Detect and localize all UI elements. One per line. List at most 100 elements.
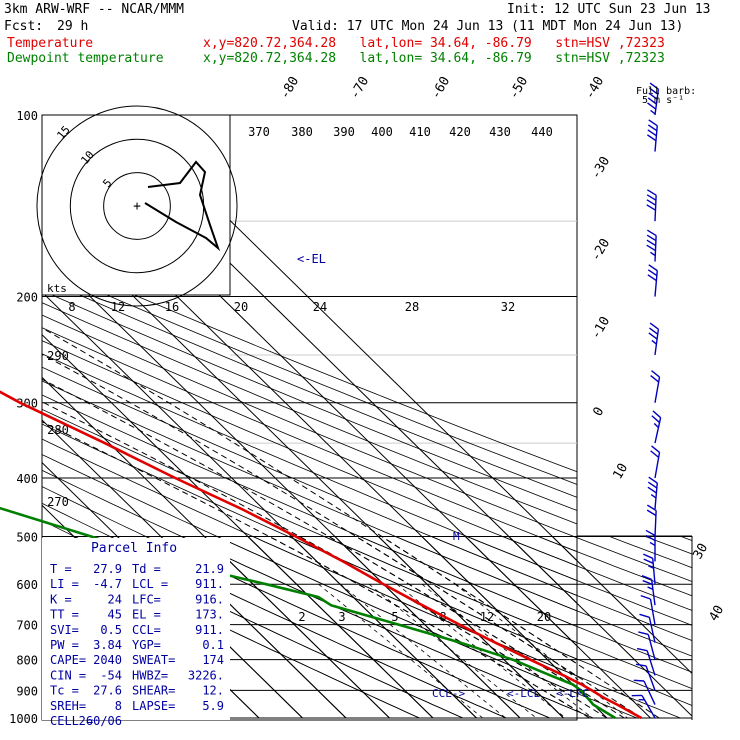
parcel-info-key: CELL =	[50, 714, 93, 728]
wind-barb-flag	[631, 694, 643, 697]
moist-adiabat-label: 32	[501, 300, 515, 314]
isotherm-label: -10	[588, 314, 613, 342]
parcel-info-value: 260/06	[79, 714, 122, 728]
theta-label: 290	[47, 349, 69, 363]
isotherm-label: 40	[706, 603, 727, 624]
hodograph-ring	[103, 172, 171, 240]
pressure-label: 300	[16, 397, 38, 411]
parcel-info-key: Tc =	[50, 684, 79, 698]
dry-adiabat-label: 370	[248, 125, 270, 139]
wind-barb-flag	[652, 410, 662, 419]
isotherm-label: -20	[588, 236, 613, 264]
mixing-ratio-line	[421, 583, 593, 719]
dry-adiabat-line	[215, 536, 637, 719]
parcel-info-value: 911.	[195, 577, 224, 591]
hodograph-unit-label: kts	[47, 282, 67, 295]
wind-barb-flag	[649, 87, 659, 95]
dry-adiabat-label: 380	[291, 125, 313, 139]
wind-barb-flag	[646, 234, 657, 242]
dry-adiabat-line	[42, 266, 577, 485]
parcel-info-value: 173.	[195, 608, 224, 622]
dry-adiabat-label: 440	[531, 125, 553, 139]
dry-adiabat-line	[393, 536, 692, 657]
wind-barb	[650, 445, 661, 479]
temperature-profile-line	[0, 390, 643, 720]
wind-barb-flag	[646, 244, 656, 252]
parcel-info-value: 174	[202, 653, 224, 667]
isotherm-line	[420, 536, 608, 719]
wind-barb-flag	[647, 486, 657, 494]
wind-barb-flag	[648, 332, 658, 340]
wind-barb-flag	[648, 92, 658, 100]
pressure-label: 400	[16, 472, 38, 486]
pressure-label: 500	[16, 530, 38, 544]
wind-barb	[639, 613, 656, 643]
wind-barb-staff	[645, 665, 656, 691]
wind-barb-flag	[643, 558, 654, 564]
wind-barb	[648, 322, 660, 356]
dry-adiabat-line	[357, 536, 692, 673]
parcel-info-value: 3.84	[93, 638, 122, 652]
parcel-info-value: -4.7	[93, 577, 122, 591]
wind-barb-flag	[647, 129, 657, 137]
isotherm-label: -70	[347, 74, 372, 102]
location-info-temperature: x,y=820.72,364.28 lat,lon= 34.64, -86.79…	[203, 36, 665, 51]
dry-adiabat-line	[179, 536, 594, 719]
parcel-info-key: YGP=	[132, 638, 161, 652]
parcel-info-key: LI =	[50, 577, 79, 591]
isotherm-label: 30	[690, 541, 711, 562]
dry-adiabat-line	[571, 536, 692, 582]
wind-barb-flag	[646, 204, 656, 211]
wind-barb-flag	[646, 189, 657, 196]
isotherm-line	[246, 536, 434, 719]
isotherm-line	[464, 536, 651, 719]
wind-barb-staff	[648, 617, 656, 643]
parcel-info-key: CCL=	[132, 623, 161, 637]
dry-adiabat-line	[250, 536, 681, 719]
parcel-info-key: EL =	[132, 608, 161, 622]
wind-barb-flag	[649, 322, 659, 330]
wind-barb-flag	[642, 579, 653, 586]
hodograph-trace	[144, 160, 221, 252]
dry-adiabat-line	[42, 278, 577, 498]
wind-barb-flag	[648, 119, 658, 127]
wind-barb-flag	[647, 97, 657, 105]
pressure-label: 200	[16, 291, 38, 305]
hodograph-frame	[41, 114, 231, 296]
wind-barb-flag	[648, 264, 658, 272]
parcel-info-key: Td =	[132, 562, 161, 576]
valid-time: Valid: 17 UTC Mon 24 Jun 13 (11 MDT Mon …	[292, 19, 684, 34]
mixing-ratio-line	[368, 583, 537, 719]
wind-barb-flag	[645, 534, 656, 542]
wind-barb-flag	[646, 229, 657, 237]
isotherm-line	[507, 536, 692, 717]
dry-adiabat-label: 410	[409, 125, 431, 139]
wind-barb-flag	[648, 476, 658, 484]
isotherm-line	[551, 536, 692, 675]
wind-barb-staff	[643, 680, 656, 705]
parcel-info-value: 0.1	[202, 638, 224, 652]
parcel-info-value: 21.9	[195, 562, 224, 576]
pressure-label: 800	[16, 654, 38, 668]
wind-barb-half-flag	[651, 339, 657, 345]
moist-adiabat-line	[42, 353, 577, 677]
parcel-info-key: SHEAR=	[132, 684, 175, 698]
wind-barb	[645, 529, 656, 562]
dry-adiabat-line	[500, 536, 692, 611]
mixing-ratio-label: 2	[298, 610, 305, 624]
wind-barb-flag	[650, 374, 660, 383]
pressure-label: 700	[16, 619, 38, 633]
pressure-label: 600	[16, 578, 38, 592]
wind-barb-flag	[647, 124, 658, 132]
wind-barb-flag	[651, 370, 660, 378]
parcel-info-value: 911.	[195, 623, 224, 637]
isotherm-label: -80	[277, 74, 302, 102]
parcel-info-value: 8	[115, 699, 122, 713]
wind-barb	[643, 553, 656, 585]
dry-adiabat-line	[429, 536, 692, 641]
barb-legend-title: Full barb:	[636, 86, 696, 97]
wind-barb-half-flag	[653, 422, 659, 428]
isotherm-label: -60	[428, 74, 453, 102]
hodograph-origin: +	[133, 199, 141, 214]
wind-barb-flag	[638, 631, 649, 636]
